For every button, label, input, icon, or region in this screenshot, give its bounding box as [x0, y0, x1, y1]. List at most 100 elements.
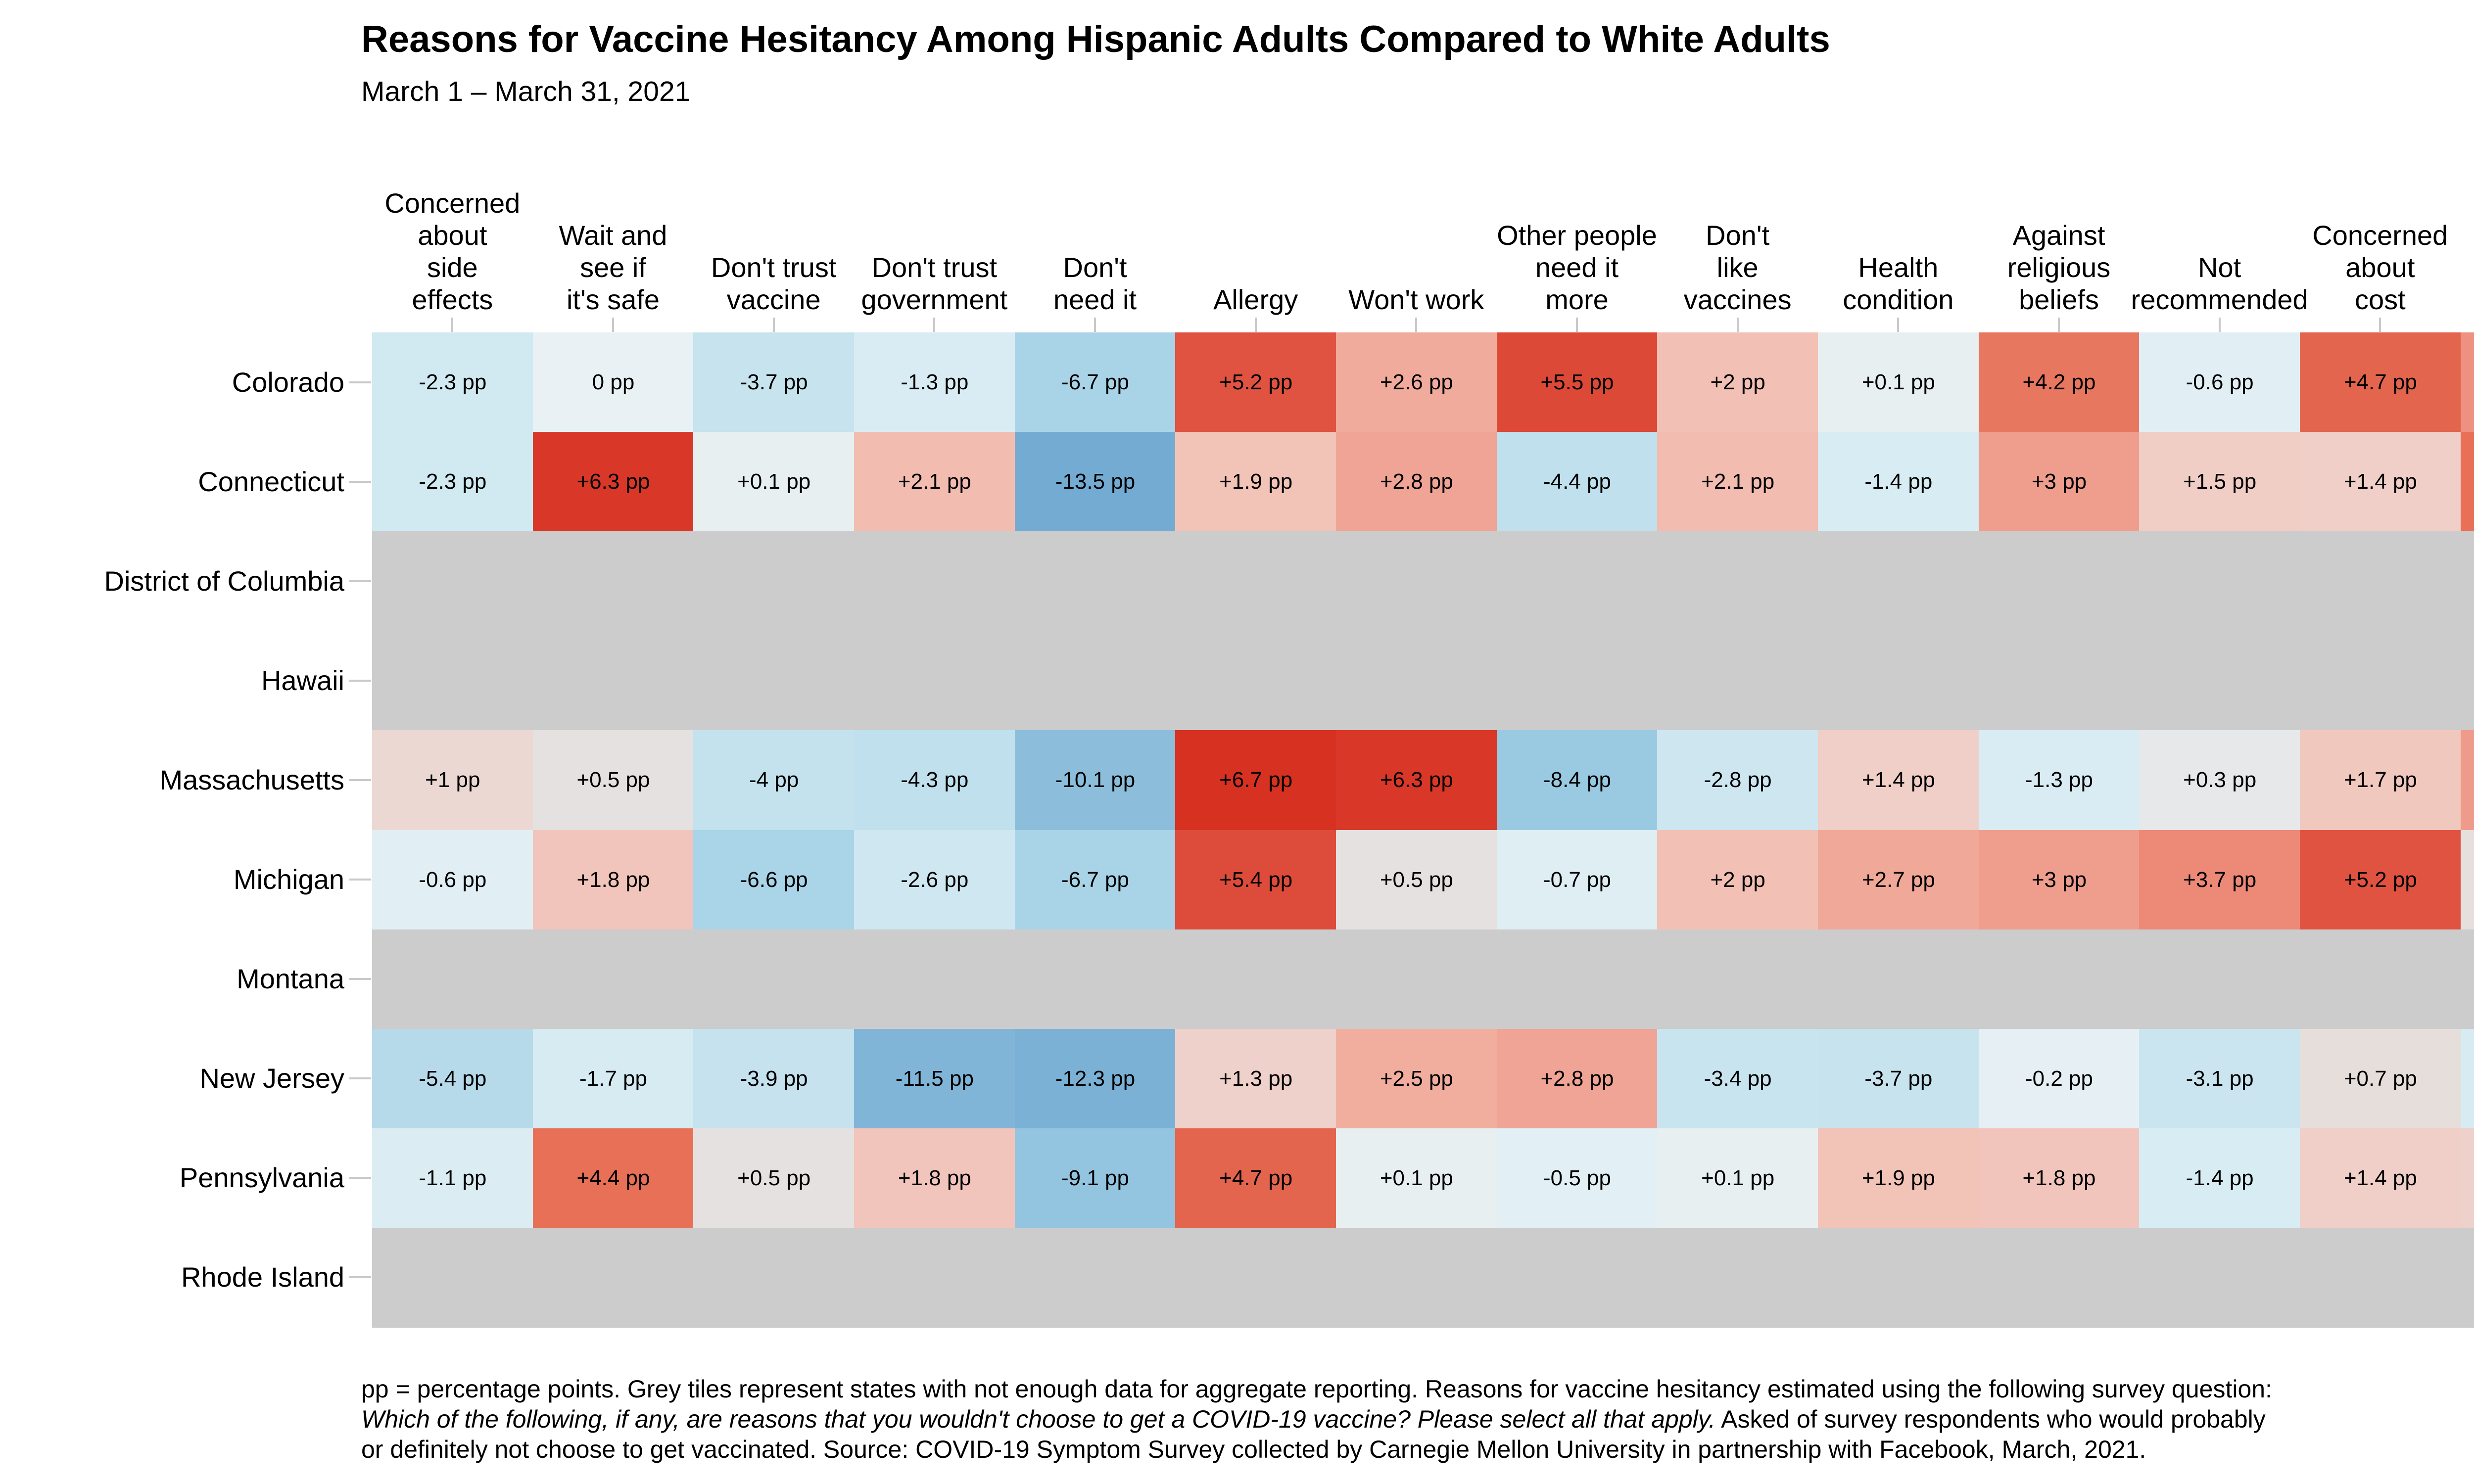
tile-value: +1.8 pp: [898, 1165, 971, 1190]
tile-value: -11.5 pp: [895, 1066, 974, 1091]
heatmap-tile: -1.1 pp: [372, 1128, 533, 1228]
tile-value: -4.4 pp: [1543, 469, 1611, 494]
heatmap-tile: +5.2 pp: [2300, 830, 2461, 930]
heatmap-tile: +1.9 pp: [1818, 1128, 1979, 1228]
tile-value: +0.7 pp: [2343, 1066, 2417, 1091]
heatmap-tile: +0.5 pp: [1336, 830, 1497, 930]
heatmap-tile: +4.4 pp: [2460, 432, 2474, 532]
page-title: Reasons for Vaccine Hesitancy Among Hisp…: [361, 18, 1830, 60]
heatmap-tile: +1.4 pp: [1818, 730, 1979, 831]
heatmap-tile: +1.3 pp: [1175, 1028, 1336, 1129]
column-header-line: Wait and: [559, 220, 667, 251]
heatmap-tile: -1.7 pp: [2460, 1028, 2474, 1129]
heatmap-tile: +4.4 pp: [532, 1128, 694, 1228]
column-header-line: vaccines: [1683, 284, 1792, 315]
tile-value: +0.5 pp: [737, 1165, 811, 1190]
heatmap-tile: -1.7 pp: [532, 1028, 694, 1129]
tile-value: -3.7 pp: [740, 370, 808, 395]
column-tick: [2218, 318, 2221, 332]
heatmap-tile: -2.3 pp: [372, 332, 533, 433]
tile-value: +1.5 pp: [2183, 469, 2257, 494]
heatmap-tile: -1.4 pp: [2139, 1128, 2300, 1228]
column-header-line: effects: [412, 284, 493, 315]
tile-value: +4.7 pp: [1219, 1165, 1293, 1190]
tile-value: -0.7 pp: [1543, 867, 1611, 892]
tile-value: -0.5 pp: [1543, 1165, 1611, 1190]
heatmap-tile: +5.5 pp: [1496, 332, 1658, 433]
column-header-line: side: [427, 252, 478, 283]
heatmap-tile: +6.3 pp: [532, 432, 694, 532]
heatmap-tile: +0.1 pp: [693, 432, 855, 532]
heatmap-tile: +3 pp: [1978, 830, 2140, 930]
tile-value: +5.5 pp: [1540, 370, 1614, 395]
heatmap-tile: +1.8 pp: [532, 830, 694, 930]
footnote-line-2: Which of the following, if any, are reas…: [361, 1405, 2266, 1433]
heatmap-tile: -12.3 pp: [1014, 1028, 1176, 1129]
page-subtitle: March 1 – March 31, 2021: [361, 76, 691, 107]
heatmap-tile: -0.2 pp: [1978, 1028, 2140, 1129]
heatmap-tile: +0.5 pp: [532, 730, 694, 831]
tile-value: -1.7 pp: [579, 1066, 647, 1091]
tile-value: +4.2 pp: [2022, 370, 2096, 395]
heatmap-tile: +3.7 pp: [2139, 830, 2300, 930]
heatmap-tile: +2.1 pp: [1657, 432, 1818, 532]
tile-value: +6.3 pp: [1380, 768, 1453, 792]
tile-value: -0.2 pp: [2025, 1066, 2093, 1091]
column-tick: [1576, 318, 1578, 332]
heatmap-tile: +1.4 pp: [2300, 432, 2461, 532]
tile-value: +1.4 pp: [1861, 768, 1935, 792]
heatmap-tile: +2.8 pp: [1336, 432, 1497, 532]
column-tick: [451, 318, 454, 332]
column-header-line: Allergy: [1213, 284, 1298, 315]
missing-data-row: [372, 631, 2474, 731]
tile-value: +2 pp: [1710, 867, 1765, 892]
tile-value: +2.8 pp: [1540, 1066, 1614, 1091]
tile-value: +5.4 pp: [1219, 867, 1293, 892]
tile-value: +3.7 pp: [2183, 867, 2257, 892]
heatmap-tile: -2.8 pp: [1657, 730, 1818, 831]
row-tick-left: [349, 480, 371, 483]
missing-data-row: [372, 929, 2474, 1029]
column-header-line: recommended: [2131, 284, 2308, 315]
column-header-line: religious: [2007, 252, 2111, 283]
heatmap-tile: -0.7 pp: [1496, 830, 1658, 930]
row-label: Connecticut: [198, 465, 344, 497]
heatmap-tile: +0.3 pp: [2139, 730, 2300, 831]
heatmap-tile: -6.7 pp: [1014, 830, 1176, 930]
tile-value: -2.8 pp: [1704, 768, 1772, 792]
heatmap-tile: +2.1 pp: [854, 432, 1015, 532]
heatmap-tile: -5.4 pp: [372, 1028, 533, 1129]
tile-value: +5.2 pp: [2343, 867, 2417, 892]
heatmap-tile: +3.1 pp: [2460, 730, 2474, 831]
heatmap-tile: +1.4 pp: [2300, 1128, 2461, 1228]
tile-value: -10.1 pp: [1055, 768, 1136, 792]
row-label: New Jersey: [199, 1063, 344, 1094]
row-tick-left: [349, 580, 371, 582]
tile-value: -2.3 pp: [419, 469, 487, 494]
row-tick-left: [349, 779, 371, 781]
tile-value: -1.3 pp: [901, 370, 969, 395]
heatmap-tile: +1.8 pp: [1978, 1128, 2140, 1228]
column-header-line: like: [1716, 252, 1759, 283]
tile-value: +1.9 pp: [1861, 1165, 1935, 1190]
heatmap-tile: +0.1 pp: [1657, 1128, 1818, 1228]
tile-value: +4.7 pp: [2343, 370, 2417, 395]
tile-value: +2.5 pp: [1380, 1066, 1453, 1091]
footnote-line-1: pp = percentage points. Grey tiles repre…: [361, 1375, 2272, 1403]
column-tick: [1254, 318, 1257, 332]
tile-value: -1.4 pp: [2186, 1165, 2254, 1190]
tile-value: +0.3 pp: [2183, 768, 2257, 792]
heatmap-tile: +2.5 pp: [1336, 1028, 1497, 1129]
heatmap-tile: +0.1 pp: [1818, 332, 1979, 433]
heatmap-tile: -4.4 pp: [1496, 432, 1658, 532]
tile-value: +1.3 pp: [1219, 1066, 1293, 1091]
row-label: Hawaii: [261, 664, 344, 696]
row-tick-left: [349, 1077, 371, 1080]
tile-value: +2.7 pp: [1861, 867, 1935, 892]
heatmap-tile: +0.5 pp: [693, 1128, 855, 1228]
heatmap-tile: -3.4 pp: [1657, 1028, 1818, 1129]
column-header: Health condition: [1735, 117, 2061, 316]
heatmap-tile: -0.6 pp: [2139, 332, 2300, 433]
tile-value: +3 pp: [2031, 867, 2087, 892]
